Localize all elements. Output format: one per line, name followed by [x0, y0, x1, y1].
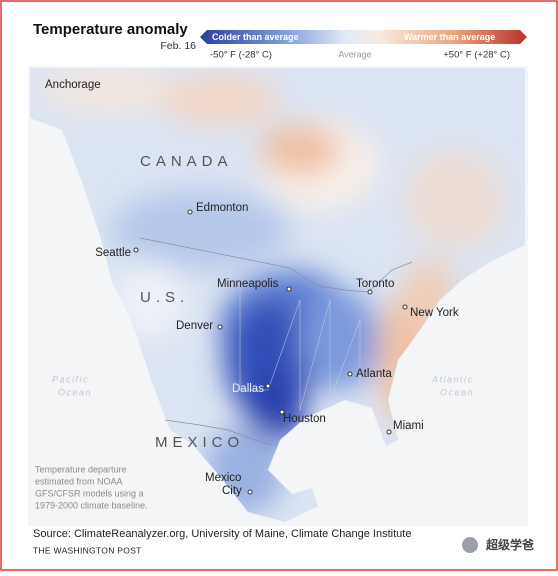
country-label: MEXICO	[155, 434, 244, 451]
country-label: U.S.	[140, 289, 189, 306]
note-line: GFS/CFSR models using a	[35, 488, 144, 498]
legend-max: +50° F (+28° C)	[443, 50, 510, 61]
legend-colder: Colder than average	[212, 32, 299, 42]
note-line: estimated from NOAA	[35, 476, 123, 486]
watermark-icon	[462, 537, 478, 553]
city-label: New York	[410, 307, 459, 319]
ocean-label: Ocean	[440, 387, 474, 397]
note-line: Temperature departure	[35, 464, 127, 474]
city-label: Denver	[176, 320, 213, 332]
date: Feb. 16	[160, 40, 196, 52]
city-label: Toronto	[356, 278, 394, 290]
city-dot	[133, 247, 139, 253]
city-dot	[347, 371, 353, 377]
country-label: CANADA	[140, 153, 233, 170]
city-label: Dallas	[232, 383, 264, 395]
city-dot	[217, 324, 223, 330]
city-label: Anchorage	[45, 79, 101, 91]
city-dot	[279, 409, 285, 415]
map: CANADA U.S. MEXICO Pacific Ocean Atlanti…	[28, 66, 528, 526]
legend-min: -50° F (-28° C)	[210, 50, 272, 61]
city-dot	[286, 286, 292, 292]
city-dot	[265, 383, 271, 389]
city-dot	[367, 289, 373, 295]
city-dot	[247, 489, 253, 495]
credit: THE WASHINGTON POST	[33, 545, 142, 555]
legend-warmer: Warmer than average	[404, 32, 495, 42]
city-label: Miami	[393, 420, 424, 432]
city-dot	[187, 209, 193, 215]
watermark: 超级学爸	[462, 537, 534, 553]
note-line: 1979-2000 climate baseline.	[35, 500, 148, 510]
city-label: Mexico	[205, 472, 241, 484]
title: Temperature anomaly	[33, 21, 188, 38]
city-label: Minneapolis	[217, 278, 279, 290]
legend: Colder than average Warmer than average …	[200, 30, 527, 61]
legend-mid: Average	[338, 49, 371, 59]
ocean-label: Pacific	[52, 374, 89, 384]
city-dot	[386, 429, 392, 435]
city-label: Houston	[283, 413, 326, 425]
borders	[139, 237, 413, 446]
border-us-mexico	[164, 419, 273, 446]
watermark-text: 超级学爸	[485, 537, 534, 552]
source: Source: ClimateReanalyzer.org, Universit…	[33, 528, 411, 540]
ocean-label: Atlantic	[431, 374, 474, 384]
ocean-label: Ocean	[58, 387, 92, 397]
city-label: Seattle	[95, 247, 131, 259]
cities: Anchorage Edmonton Seattle Minneapolis T…	[45, 79, 459, 497]
state-lines	[239, 258, 361, 411]
legend-bar	[200, 30, 527, 44]
city-label: Edmonton	[196, 202, 248, 214]
city-label: Atlanta	[356, 368, 392, 380]
city-dot	[402, 304, 408, 310]
city-label: City	[222, 485, 242, 497]
